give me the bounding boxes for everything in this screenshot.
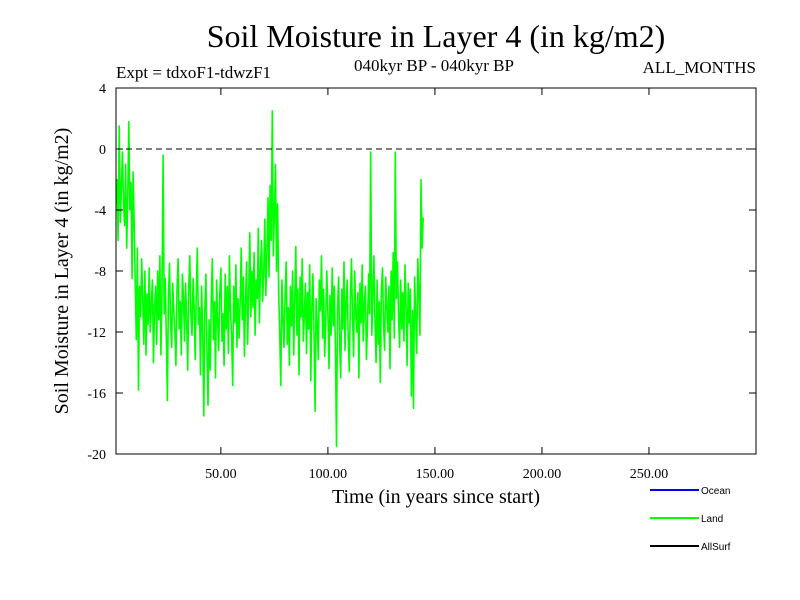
x-axis-label: Time (in years since start) [332,486,540,508]
x-tick-label: 50.00 [205,467,237,482]
plot-area [115,87,757,455]
x-tick-label: 100.00 [309,467,348,482]
legend-label-ocean: Ocean [701,486,730,497]
legend: Ocean Land AllSurf [650,486,731,553]
chart-title: Soil Moisture in Layer 4 (in kg/m2) [207,18,666,54]
legend-label-land: Land [701,514,723,525]
y-tick-label: -20 [87,448,106,463]
legend-label-allsurf: AllSurf [701,542,731,553]
y-tick-label: -8 [94,265,106,280]
experiment-label: Expt = tdxoF1-tdwzF1 [116,63,271,82]
y-tick-label: -16 [87,387,106,402]
y-tick-label: -4 [94,204,106,219]
series-line-land [116,110,424,448]
y-tick-label: 0 [99,143,106,158]
x-axis: 50.00 100.00 150.00 200.00 250.00 [205,88,668,482]
x-tick-label: 250.00 [630,467,669,482]
x-tick-label: 200.00 [523,467,562,482]
y-axis: 4 0 -4 -8 -12 -16 -20 [87,82,756,463]
months-label: ALL_MONTHS [643,58,756,77]
y-axis-label: Soil Moisture in Layer 4 (in kg/m2) [51,128,73,415]
y-tick-label: -12 [87,326,106,341]
period-label: 040kyr BP - 040kyr BP [354,56,514,75]
y-tick-label: 4 [99,82,106,97]
x-tick-label: 150.00 [416,467,455,482]
